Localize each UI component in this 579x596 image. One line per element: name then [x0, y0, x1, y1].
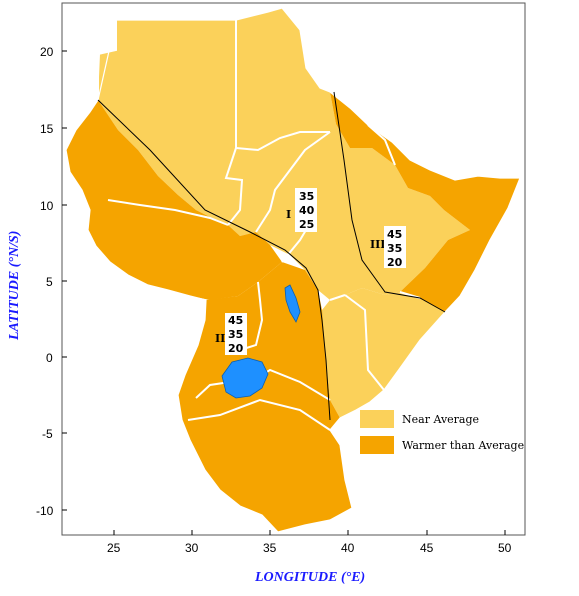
- x-tick-40: 40: [341, 541, 355, 555]
- lake-turkana: [284, 284, 301, 323]
- prob-box-I: [295, 188, 317, 232]
- y-axis: 20 15 10 5 0 -5 -10 LATITUDE (°N/S): [7, 45, 67, 518]
- legend-swatch-near-average: [360, 410, 394, 428]
- legend-swatch-warmer: [360, 436, 394, 454]
- zone-II: II 45 35 20: [215, 313, 247, 355]
- coastline: [65, 7, 521, 533]
- prob-box-III: [384, 226, 406, 268]
- y-tick-5: 5: [46, 275, 53, 289]
- zone-label-II: II: [215, 332, 225, 345]
- prob-box-II: [225, 313, 247, 355]
- y-tick-15: 15: [40, 122, 54, 136]
- prob-III-2: 35: [387, 242, 402, 255]
- x-tick-25: 25: [107, 541, 121, 555]
- legend-label-warmer: Warmer than Average: [402, 439, 524, 452]
- zone-III: III 45 35 20: [370, 226, 406, 269]
- x-axis: 25 30 35 40 45 50 LONGITUDE (°E): [107, 530, 512, 585]
- x-axis-title: LONGITUDE (°E): [254, 570, 365, 585]
- prob-I-2: 40: [299, 204, 315, 217]
- prob-II-1: 45: [228, 314, 243, 327]
- prob-II-3: 20: [228, 342, 244, 355]
- x-tick-35: 35: [263, 541, 277, 555]
- zone-label-I: I: [286, 208, 291, 221]
- prob-III-3: 20: [387, 256, 403, 269]
- x-tick-50: 50: [498, 541, 512, 555]
- legend: Near Average Warmer than Average: [360, 410, 524, 454]
- y-tick-10: 10: [40, 199, 54, 213]
- y-tick-20: 20: [40, 45, 54, 59]
- zone-lines: [97, 91, 446, 421]
- prob-III-1: 45: [387, 228, 402, 241]
- y-tick-0: 0: [46, 351, 53, 365]
- y-axis-title: LATITUDE (°N/S): [7, 231, 22, 341]
- y-tick-minus10: -10: [36, 504, 54, 518]
- lake-victoria: [221, 357, 269, 399]
- x-tick-30: 30: [185, 541, 199, 555]
- region-warmer: [66, 92, 520, 532]
- region-near-average: [98, 8, 470, 418]
- prob-I-1: 35: [299, 190, 314, 203]
- legend-label-near-average: Near Average: [402, 413, 479, 426]
- zone-I: I 35 40 25: [286, 188, 317, 232]
- y-tick-minus5: -5: [42, 427, 53, 441]
- x-tick-45: 45: [420, 541, 434, 555]
- prob-II-2: 35: [228, 328, 243, 341]
- prob-I-3: 25: [299, 218, 314, 231]
- zone-label-III: III: [370, 238, 385, 251]
- lakes: [221, 284, 301, 399]
